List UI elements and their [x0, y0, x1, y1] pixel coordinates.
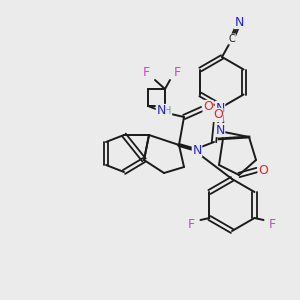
Text: O: O: [213, 109, 223, 122]
Text: O: O: [258, 164, 268, 176]
Text: F: F: [142, 67, 150, 80]
Text: F: F: [269, 218, 276, 232]
Text: N: N: [215, 101, 225, 115]
Text: N: N: [234, 16, 244, 28]
Text: C: C: [229, 34, 236, 44]
Text: O: O: [203, 100, 213, 113]
Text: N: N: [192, 143, 202, 157]
Text: F: F: [173, 67, 181, 80]
Text: F: F: [188, 218, 195, 232]
Text: N: N: [156, 104, 166, 118]
Text: H: H: [164, 106, 172, 116]
Text: N: N: [215, 124, 225, 136]
